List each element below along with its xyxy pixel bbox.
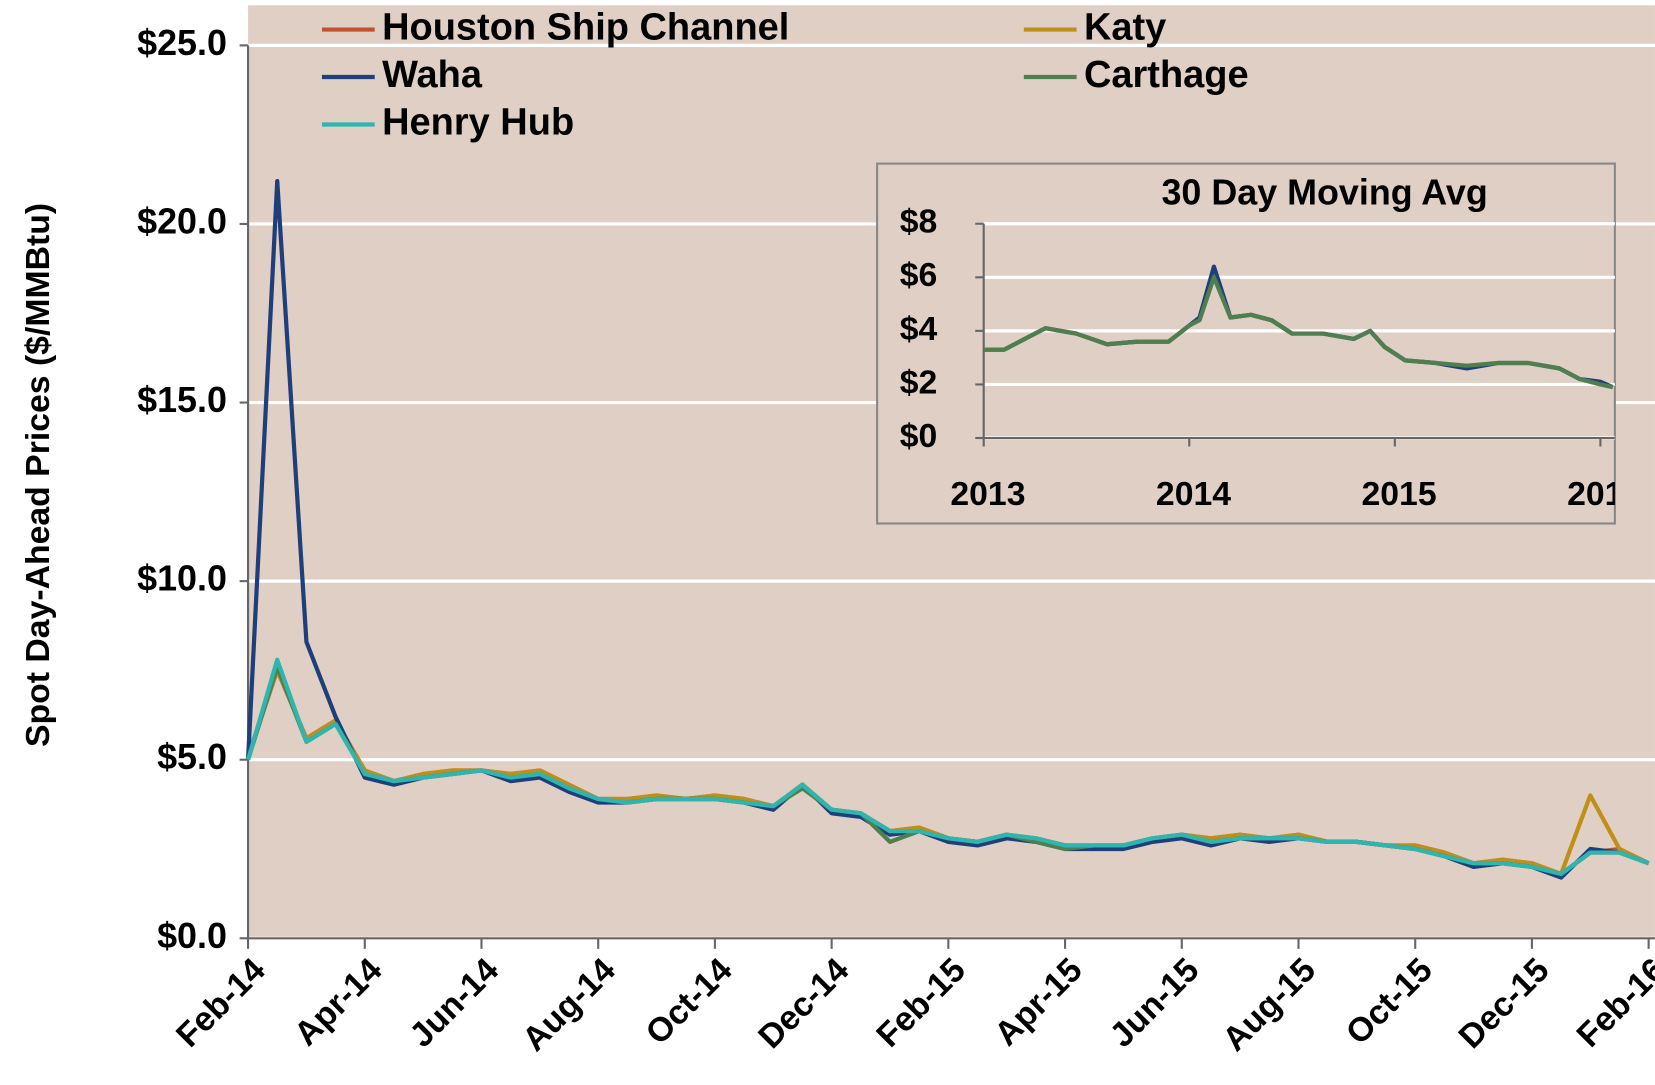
y-tick-label: $10.0	[137, 559, 227, 599]
series-line	[246, 657, 1650, 877]
legend-label: Henry Hub	[382, 102, 574, 144]
x-tick-label: Dec-15	[1451, 951, 1556, 1056]
x-tick-label: 2015	[1362, 475, 1437, 513]
legend-label: Katy	[1084, 7, 1166, 49]
x-tick-label: Feb-15	[869, 951, 973, 1055]
legend-label: Carthage	[1084, 54, 1249, 96]
x-tick-label: 2016	[1567, 475, 1642, 513]
series-line	[983, 275, 1614, 390]
x-tick-label: Dec-14	[751, 951, 856, 1056]
main-chart	[239, 43, 1655, 949]
x-tick-label: 2014	[1156, 475, 1231, 513]
x-tick-label: Oct-15	[1339, 951, 1440, 1052]
inset-title: 30 Day Moving Avg	[1161, 173, 1487, 213]
y-tick-label: $6	[900, 256, 938, 294]
y-tick-label: $2	[900, 363, 938, 401]
x-tick-label: Apr-15	[987, 951, 1089, 1053]
x-tick-label: 2013	[950, 475, 1025, 513]
y-tick-label: $4	[900, 310, 938, 348]
legend-label: Waha	[382, 54, 483, 96]
y-tick-label: $15.0	[137, 380, 227, 420]
x-tick-label: Apr-14	[287, 951, 390, 1054]
x-tick-label: Aug-14	[515, 951, 623, 1059]
inset-frame	[876, 162, 1616, 525]
x-tick-label: Jun-15	[1103, 951, 1207, 1055]
x-tick-label: Jun-14	[402, 951, 506, 1055]
y-tick-label: $5.0	[157, 737, 227, 777]
legend-label: Houston Ship Channel	[382, 7, 789, 49]
y-tick-label: $0.0	[157, 916, 227, 956]
y-axis-title: Spot Day-Ahead Prices ($/MMBtu)	[19, 203, 57, 747]
x-tick-label: Oct-14	[638, 951, 739, 1052]
x-tick-label: Feb-14	[169, 951, 273, 1055]
y-tick-label: $20.0	[137, 201, 227, 241]
x-tick-label: Aug-15	[1215, 951, 1323, 1059]
x-tick-label: Feb-16	[1569, 951, 1655, 1055]
y-tick-label: $0	[900, 417, 938, 455]
inset-chart: 2013 2014 2015 2016	[950, 222, 1642, 513]
y-tick-label: $8	[900, 203, 938, 241]
y-tick-label: $25.0	[137, 23, 227, 63]
